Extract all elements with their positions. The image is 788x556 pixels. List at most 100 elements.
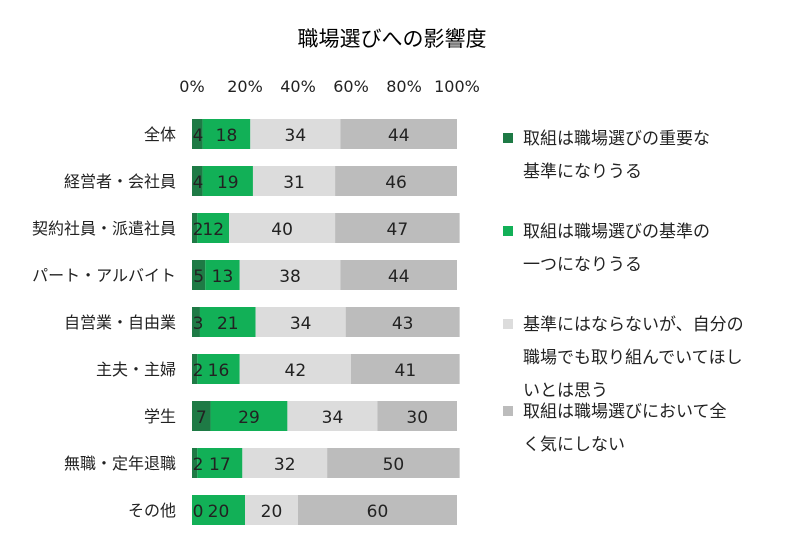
legend-swatch [503, 406, 513, 416]
data-label: 30 [406, 408, 428, 428]
category-label: 学生 [144, 407, 176, 426]
bar-segment [229, 213, 336, 243]
bar-segment [340, 119, 457, 149]
bar-segment [239, 260, 341, 290]
bars [192, 119, 460, 525]
bar-segment [192, 307, 200, 337]
bar-segment [192, 213, 198, 243]
legend-swatch [503, 133, 513, 143]
data-label: 44 [388, 126, 410, 146]
bar-segment [205, 260, 240, 290]
bar-segment [245, 495, 298, 525]
data-label: 60 [367, 502, 389, 522]
data-label: 20 [261, 502, 283, 522]
legend-label: 基準にはならないが、自分の [523, 315, 744, 335]
data-label: 4 [193, 173, 204, 193]
bar-segment [377, 401, 457, 431]
data-label: 42 [285, 361, 307, 381]
bar-segment [351, 354, 460, 384]
bar-segment [298, 495, 457, 525]
data-label: 20 [208, 502, 230, 522]
legend: 取組は職場選びの重要な基準になりうる取組は職場選びの基準の一つになりうる基準には… [503, 129, 744, 455]
bar-segment [192, 448, 198, 478]
bar-segment [210, 401, 288, 431]
x-tick-label: 60% [333, 77, 369, 96]
data-label: 2 [193, 220, 204, 240]
bar-segment [192, 495, 245, 525]
x-tick-label: 100% [434, 77, 480, 96]
legend-swatch [503, 226, 513, 236]
bar-segment [340, 260, 457, 290]
legend-label: 基準になりうる [523, 162, 642, 182]
data-label: 34 [285, 126, 307, 146]
data-label: 12 [202, 220, 224, 240]
bar-segment [192, 260, 206, 290]
data-label: 38 [279, 267, 301, 287]
bar-segment [197, 213, 230, 243]
data-label: 17 [209, 455, 231, 475]
x-tick-label: 0% [179, 77, 204, 96]
bar-segment [202, 166, 253, 196]
bar-segment [335, 213, 460, 243]
legend-label: いとは思う [523, 381, 608, 401]
bar-segment [202, 119, 251, 149]
data-label: 2 [193, 455, 204, 475]
data-label: 47 [387, 220, 409, 240]
data-label: 44 [388, 267, 410, 287]
data-label: 46 [385, 173, 407, 193]
data-label: 34 [322, 408, 344, 428]
category-label: 契約社員・派遣社員 [32, 219, 176, 238]
bar-segment [287, 401, 378, 431]
bar-segment [255, 307, 346, 337]
category-label: その他 [128, 501, 176, 520]
legend-label: く気にしない [523, 435, 625, 455]
data-label: 50 [383, 455, 405, 475]
data-label: 40 [271, 220, 293, 240]
data-label: 3 [193, 314, 204, 334]
bar-segment [327, 448, 460, 478]
category-label: 主夫・主婦 [96, 360, 176, 379]
data-label: 13 [212, 267, 234, 287]
bar-segment [197, 448, 243, 478]
bar-segment [250, 119, 341, 149]
category-label: パート・アルバイト [32, 266, 176, 285]
data-label: 31 [283, 173, 305, 193]
bar-segment [252, 166, 336, 196]
data-label: 29 [238, 408, 260, 428]
x-tick-label: 40% [280, 77, 316, 96]
bar-segment [239, 354, 351, 384]
bar-segment [192, 354, 198, 384]
category-label: 自営業・自由業 [64, 313, 176, 332]
legend-label: 取組は職場選びにおいて全 [523, 402, 727, 422]
bar-segment [345, 307, 460, 337]
x-tick-label: 80% [386, 77, 422, 96]
bar-segment [192, 401, 211, 431]
bar-segment [242, 448, 328, 478]
legend-label: 職場でも取り組んでいてほし [523, 348, 743, 368]
data-label: 2 [193, 361, 204, 381]
legend-label: 取組は職場選びの重要な [523, 129, 710, 149]
legend-label: 一つになりうる [523, 255, 642, 275]
data-label: 7 [196, 408, 207, 428]
bar-segment [199, 307, 256, 337]
data-label: 19 [217, 173, 239, 193]
data-label: 5 [193, 267, 204, 287]
data-label: 16 [208, 361, 230, 381]
data-label: 34 [290, 314, 312, 334]
x-tick-label: 20% [227, 77, 263, 96]
bar-segment [197, 354, 240, 384]
category-label: 無職・定年退職 [64, 454, 176, 473]
data-label: 0 [193, 502, 204, 522]
chart-title: 職場選びへの影響度 [298, 27, 487, 51]
bar-segment [192, 119, 203, 149]
legend-swatch [503, 319, 513, 329]
category-label: 全体 [144, 125, 176, 144]
data-label: 41 [395, 361, 417, 381]
category-label: 経営者・会社員 [64, 172, 176, 191]
bar-segment [192, 166, 203, 196]
bar-segment [335, 166, 457, 196]
category-labels: 全体経営者・会社員契約社員・派遣社員パート・アルバイト自営業・自由業主夫・主婦学… [32, 125, 176, 520]
data-label: 43 [392, 314, 414, 334]
